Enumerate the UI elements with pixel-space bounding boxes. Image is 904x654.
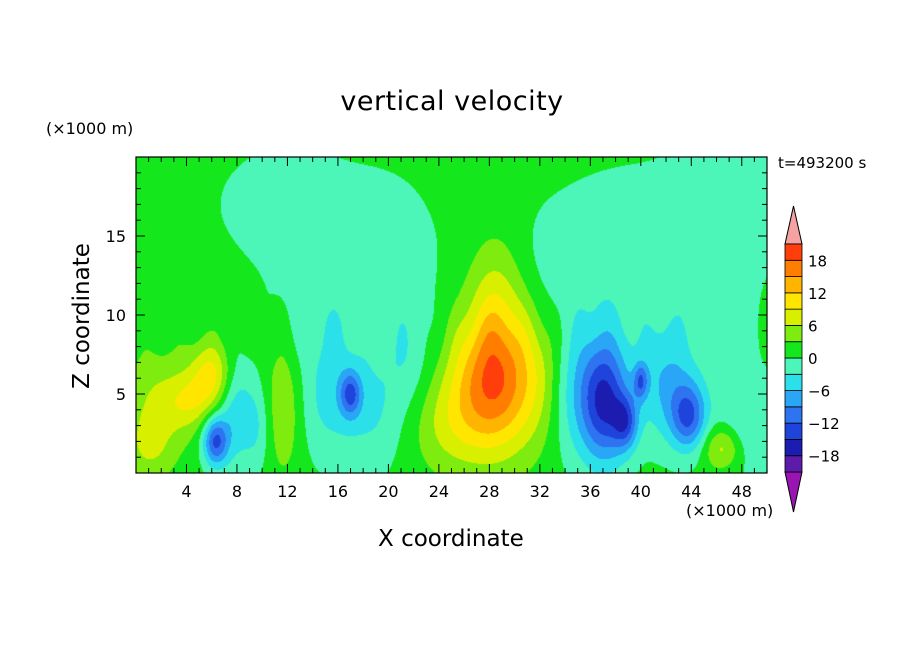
colorbar-band xyxy=(784,259,803,277)
x-tick-label: 40 xyxy=(631,482,651,501)
time-label: t=493200 s xyxy=(778,154,867,172)
x-tick-label: 4 xyxy=(181,482,191,501)
y-axis-ticks: 5 10 15 xyxy=(106,172,767,458)
y-tick-label: 15 xyxy=(106,227,126,246)
colorbar-band xyxy=(784,390,803,408)
x-tick-label: 32 xyxy=(530,482,550,501)
colorbar: 18 12 6 0 −6 −12 −18 xyxy=(784,205,840,513)
colorbar-over-arrow xyxy=(784,205,803,245)
x-tick-label: 36 xyxy=(580,482,600,501)
colorbar-tick-label: 0 xyxy=(808,350,818,368)
colorbar-band xyxy=(784,341,803,359)
x-tick-label: 12 xyxy=(277,482,297,501)
colorbar-band xyxy=(784,357,803,375)
velocity-field xyxy=(136,157,767,473)
y-tick-label: 5 xyxy=(116,385,126,404)
x-tick-label: 16 xyxy=(328,482,348,501)
x-tick-label: 44 xyxy=(681,482,701,501)
colorbar-band xyxy=(784,325,803,343)
colorbar-band xyxy=(784,308,803,326)
colorbar-band xyxy=(784,292,803,310)
colorbar-tick-label: 12 xyxy=(808,285,827,303)
colorbar-tick-label: 18 xyxy=(808,252,827,270)
colorbar-band xyxy=(784,439,803,457)
x-tick-label: 8 xyxy=(232,482,242,501)
colorbar-band xyxy=(784,243,803,261)
colorbar-band xyxy=(784,455,803,473)
y-axis-unit: (×1000 m) xyxy=(46,119,134,138)
colorbar-tick-label: −6 xyxy=(808,383,830,401)
x-tick-label: 48 xyxy=(732,482,752,501)
chart-title: vertical velocity xyxy=(340,86,564,117)
x-tick-label: 20 xyxy=(378,482,398,501)
colorbar-under-arrow xyxy=(784,471,803,513)
y-tick-label: 10 xyxy=(106,306,126,325)
colorbar-band xyxy=(784,276,803,294)
colorbar-band xyxy=(784,373,803,391)
x-axis-unit: (×1000 m) xyxy=(686,501,774,520)
x-axis-label: X coordinate xyxy=(378,526,524,552)
x-axis-ticks: 4 8 12 16 20 24 28 32 36 40 44 48 xyxy=(148,157,755,501)
colorbar-tick-label: −18 xyxy=(808,448,840,466)
colorbar-band xyxy=(784,422,803,440)
x-tick-label: 28 xyxy=(479,482,499,501)
colorbar-band xyxy=(784,406,803,424)
colorbar-tick-label: 6 xyxy=(808,317,818,335)
colorbar-tick-label: −12 xyxy=(808,415,840,433)
x-tick-label: 24 xyxy=(429,482,449,501)
